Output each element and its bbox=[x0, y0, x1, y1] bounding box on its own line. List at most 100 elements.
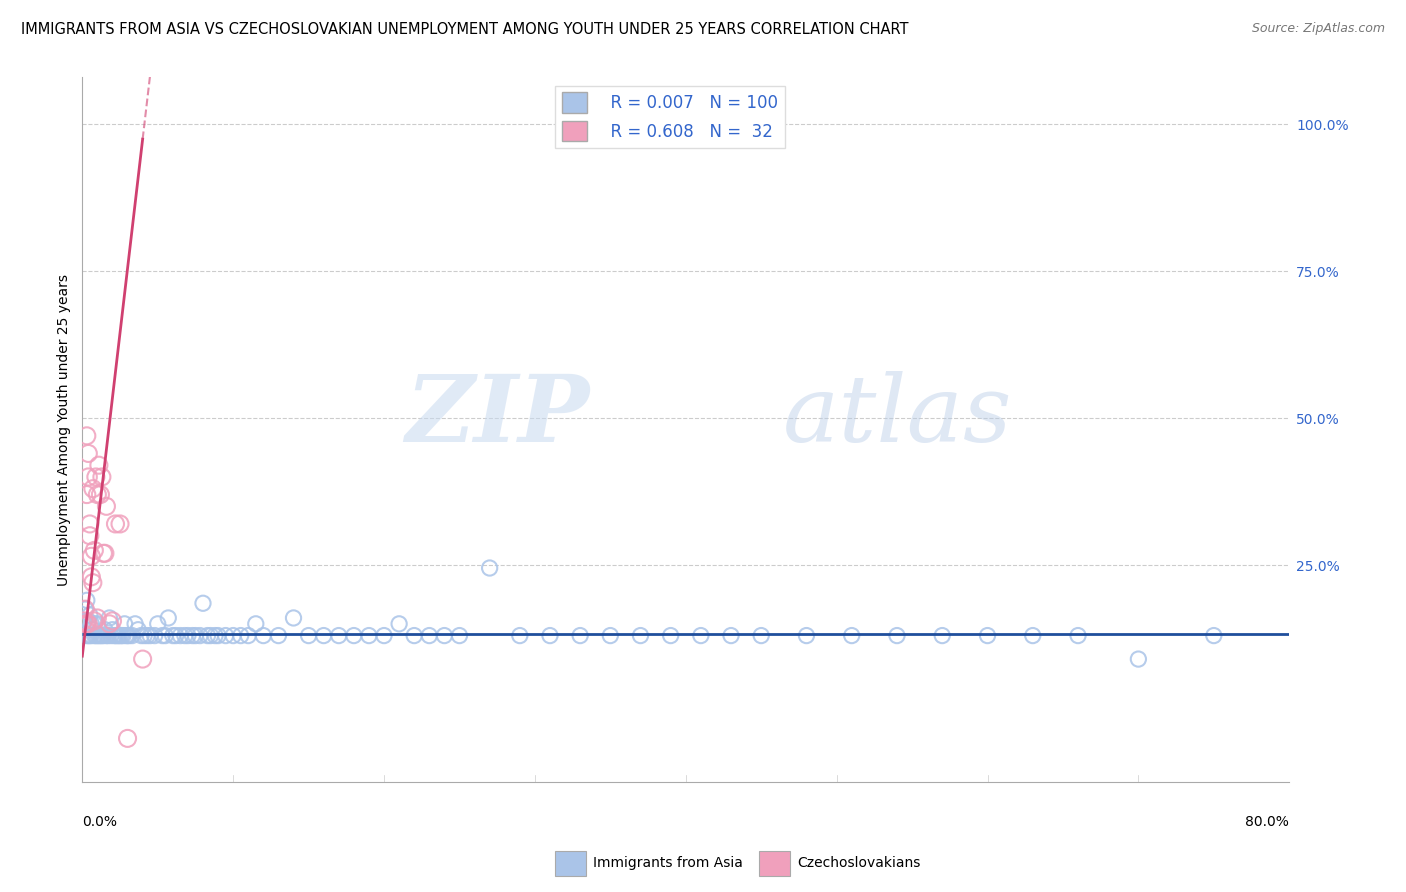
Point bbox=[117, 629, 139, 643]
Point bbox=[96, 500, 118, 514]
Point bbox=[749, 629, 772, 643]
Point bbox=[80, 549, 103, 564]
Point bbox=[181, 629, 204, 643]
Point bbox=[252, 629, 274, 643]
Text: Source: ZipAtlas.com: Source: ZipAtlas.com bbox=[1251, 22, 1385, 36]
Point bbox=[86, 629, 108, 643]
Point bbox=[80, 616, 103, 631]
Point bbox=[357, 629, 380, 643]
Point bbox=[89, 487, 111, 501]
Point bbox=[93, 629, 115, 643]
Point bbox=[155, 629, 177, 643]
Point bbox=[79, 529, 101, 543]
Point bbox=[77, 446, 100, 460]
Point bbox=[76, 487, 98, 501]
Point bbox=[509, 629, 531, 643]
Point bbox=[418, 629, 440, 643]
Point bbox=[108, 516, 131, 531]
Point bbox=[118, 629, 141, 643]
Point bbox=[73, 614, 96, 628]
Point bbox=[115, 629, 138, 643]
Point bbox=[127, 623, 149, 637]
Point bbox=[104, 629, 127, 643]
Point bbox=[101, 623, 124, 637]
Point bbox=[569, 629, 592, 643]
Point bbox=[82, 623, 104, 637]
Point bbox=[86, 487, 108, 501]
Point bbox=[538, 629, 561, 643]
Point bbox=[689, 629, 711, 643]
Point bbox=[90, 629, 112, 643]
Point bbox=[79, 516, 101, 531]
Point bbox=[82, 575, 104, 590]
Point bbox=[841, 629, 863, 643]
Point bbox=[114, 616, 136, 631]
Point bbox=[110, 629, 132, 643]
Point bbox=[659, 629, 682, 643]
Point bbox=[124, 616, 146, 631]
Point bbox=[83, 616, 105, 631]
Y-axis label: Unemployment Among Youth under 25 years: Unemployment Among Youth under 25 years bbox=[58, 274, 72, 586]
Legend:   R = 0.007   N = 100,   R = 0.608   N =  32: R = 0.007 N = 100, R = 0.608 N = 32 bbox=[555, 86, 785, 148]
Point bbox=[630, 629, 652, 643]
Point bbox=[283, 611, 305, 625]
Point bbox=[796, 629, 818, 643]
Point bbox=[107, 629, 129, 643]
Point bbox=[97, 629, 120, 643]
Point bbox=[83, 543, 105, 558]
Point bbox=[79, 629, 101, 643]
Point bbox=[214, 629, 236, 643]
Point bbox=[131, 652, 153, 666]
Point bbox=[207, 629, 229, 643]
Point bbox=[388, 616, 411, 631]
Point bbox=[87, 458, 110, 473]
Point bbox=[98, 611, 121, 625]
Point bbox=[77, 616, 100, 631]
Point bbox=[73, 614, 96, 628]
Point bbox=[80, 629, 103, 643]
Point bbox=[1128, 652, 1150, 666]
Point bbox=[100, 629, 122, 643]
Point bbox=[84, 470, 107, 484]
Point bbox=[104, 516, 127, 531]
Point bbox=[77, 629, 100, 643]
Point bbox=[177, 629, 200, 643]
Point bbox=[433, 629, 456, 643]
Text: Czechoslovakians: Czechoslovakians bbox=[797, 856, 921, 871]
Point bbox=[188, 629, 211, 643]
Point bbox=[222, 629, 245, 643]
Point bbox=[599, 629, 621, 643]
Text: IMMIGRANTS FROM ASIA VS CZECHOSLOVAKIAN UNEMPLOYMENT AMONG YOUTH UNDER 25 YEARS : IMMIGRANTS FROM ASIA VS CZECHOSLOVAKIAN … bbox=[21, 22, 908, 37]
Point bbox=[197, 629, 219, 643]
Point bbox=[86, 616, 108, 631]
Point bbox=[77, 470, 100, 484]
Point bbox=[238, 629, 260, 643]
Text: 80.0%: 80.0% bbox=[1246, 814, 1289, 829]
Point bbox=[112, 629, 135, 643]
Point bbox=[76, 593, 98, 607]
Point bbox=[77, 614, 100, 628]
Point bbox=[80, 570, 103, 584]
Point bbox=[86, 611, 108, 625]
Point bbox=[1022, 629, 1045, 643]
Point bbox=[165, 629, 187, 643]
Point bbox=[134, 629, 156, 643]
Point bbox=[328, 629, 350, 643]
Point bbox=[136, 629, 159, 643]
Point bbox=[75, 602, 97, 616]
Point bbox=[373, 629, 395, 643]
Point bbox=[108, 629, 131, 643]
Point bbox=[90, 470, 112, 484]
Point bbox=[976, 629, 998, 643]
Point bbox=[204, 629, 226, 643]
Text: Immigrants from Asia: Immigrants from Asia bbox=[593, 856, 744, 871]
Point bbox=[98, 616, 121, 631]
Point bbox=[139, 629, 162, 643]
Point bbox=[173, 629, 195, 643]
Text: atlas: atlas bbox=[782, 371, 1012, 461]
Point bbox=[1067, 629, 1090, 643]
Point bbox=[75, 602, 97, 616]
Point bbox=[89, 629, 111, 643]
Point bbox=[297, 629, 319, 643]
Point bbox=[184, 629, 207, 643]
